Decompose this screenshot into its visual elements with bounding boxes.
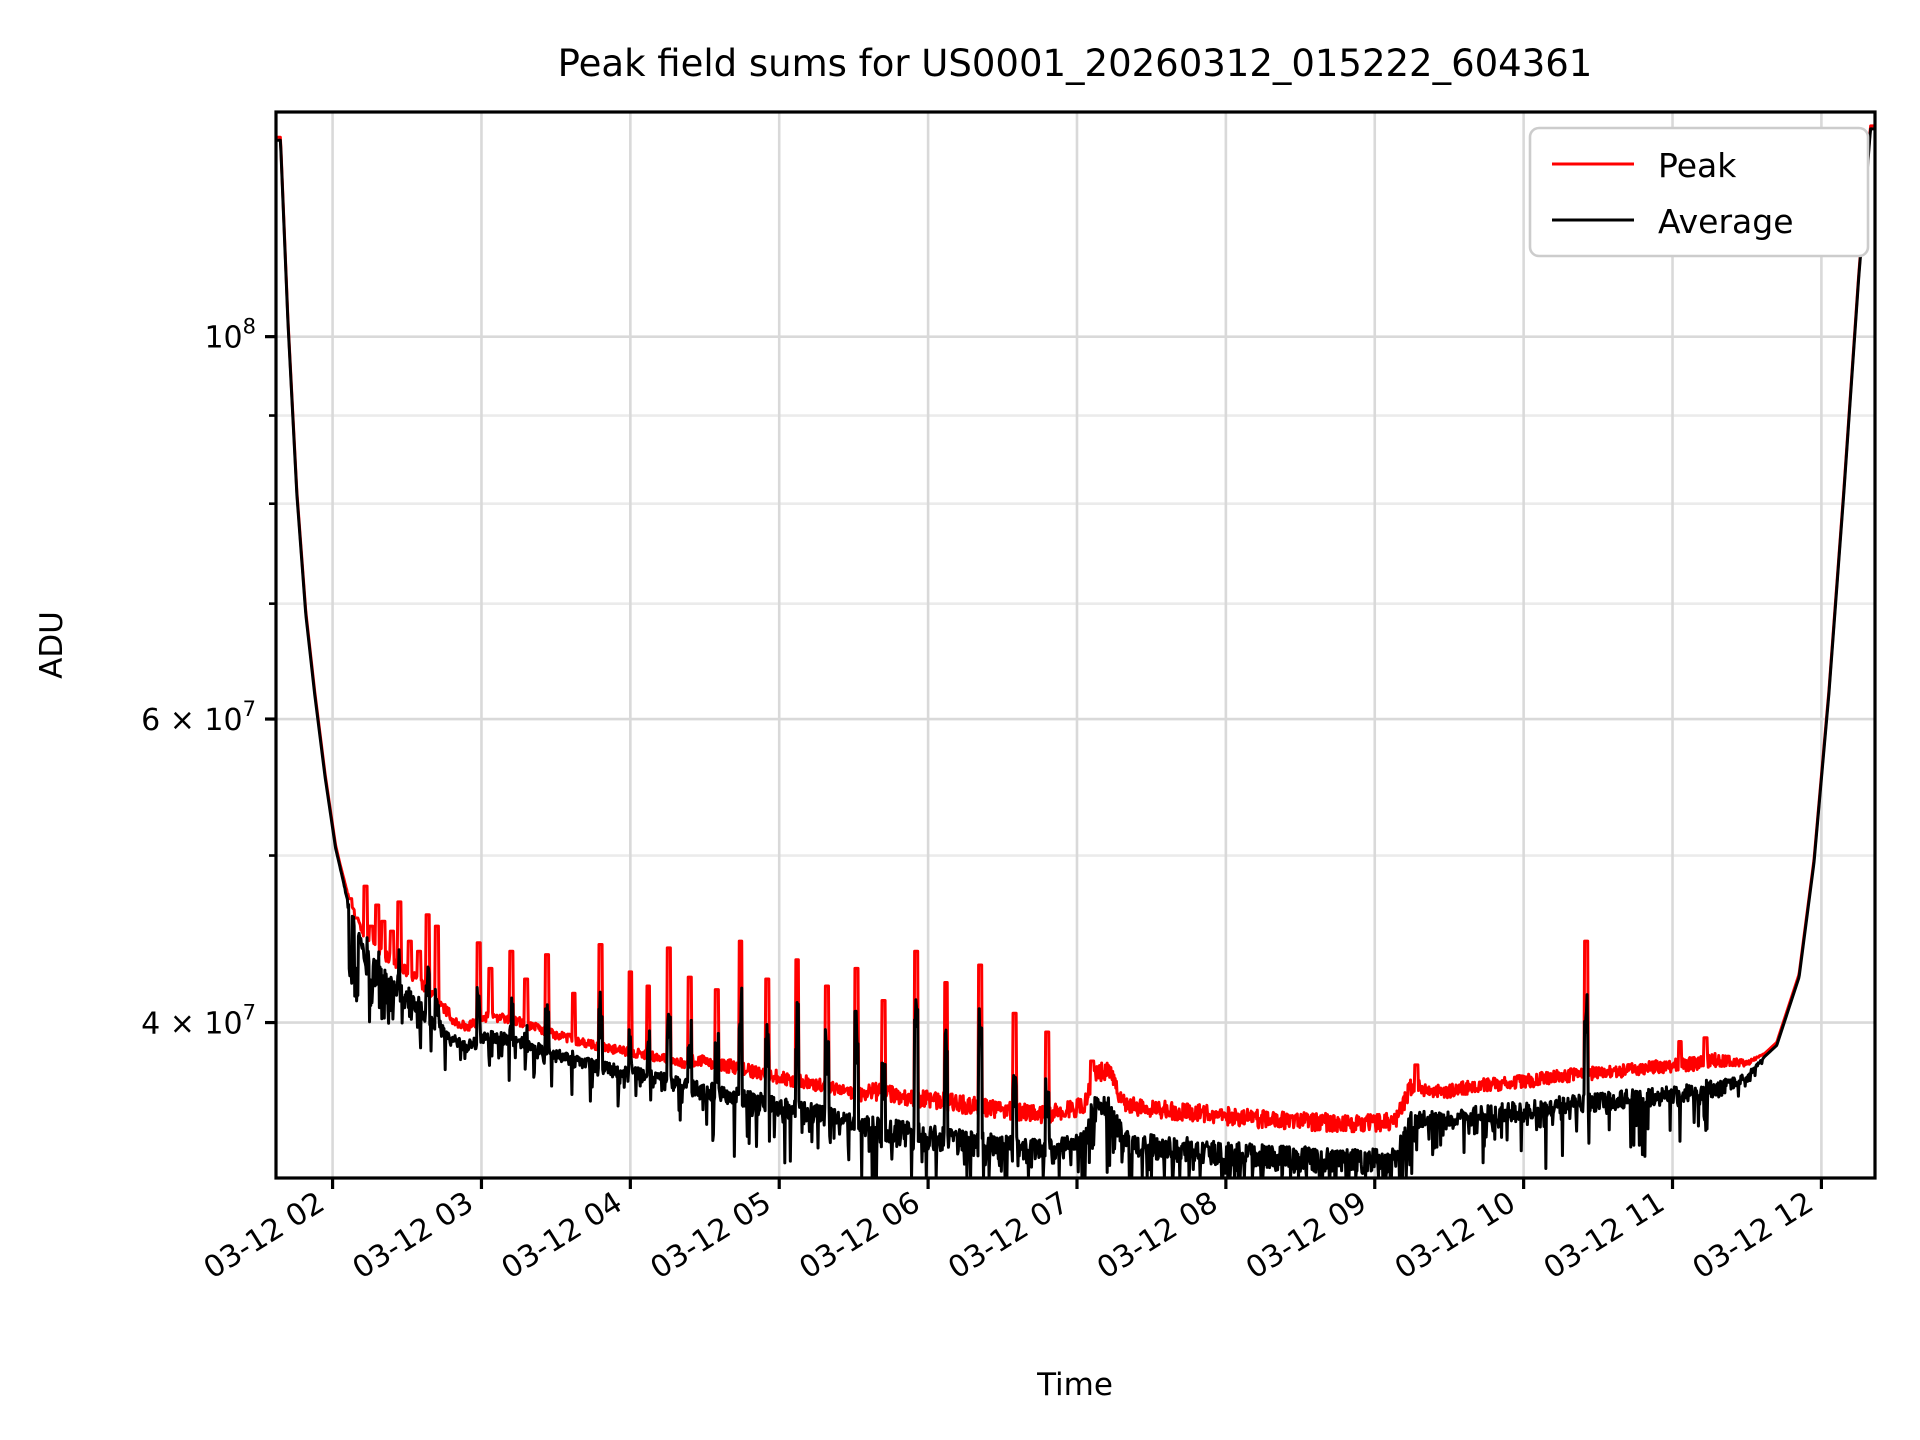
grid-minor — [276, 414, 1875, 857]
tick-marks — [265, 335, 1824, 1189]
y-tick-label: 108 — [204, 315, 256, 356]
y-tick-labels: 108 6 × 107 4 × 107 — [141, 315, 256, 1042]
legend-item-peak[interactable]: Peak — [1552, 146, 1737, 185]
legend-item-average[interactable]: Average — [1552, 202, 1794, 241]
y-tick-label: 4 × 107 — [141, 1001, 256, 1042]
chart-title: Peak field sums for US0001_20260312_0152… — [558, 42, 1593, 85]
y-tick-label: 6 × 107 — [141, 697, 256, 738]
series-peak-line — [276, 124, 1875, 1134]
series-average-line — [276, 127, 1875, 1178]
x-axis-label: Time — [1036, 1367, 1113, 1403]
legend-label: Average — [1658, 202, 1794, 241]
legend-label: Peak — [1658, 146, 1737, 185]
legend[interactable]: Peak Average — [1528, 126, 1870, 258]
y-axis-label: ADU — [34, 611, 70, 679]
